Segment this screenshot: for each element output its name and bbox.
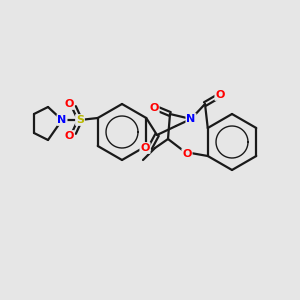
Text: O: O [182, 149, 192, 159]
Text: N: N [57, 115, 67, 125]
Text: O: O [149, 103, 159, 113]
Text: O: O [140, 143, 150, 153]
Text: O: O [64, 131, 74, 141]
Text: N: N [186, 114, 196, 124]
Text: O: O [64, 99, 74, 109]
Text: S: S [76, 115, 84, 125]
Text: O: O [215, 90, 225, 100]
